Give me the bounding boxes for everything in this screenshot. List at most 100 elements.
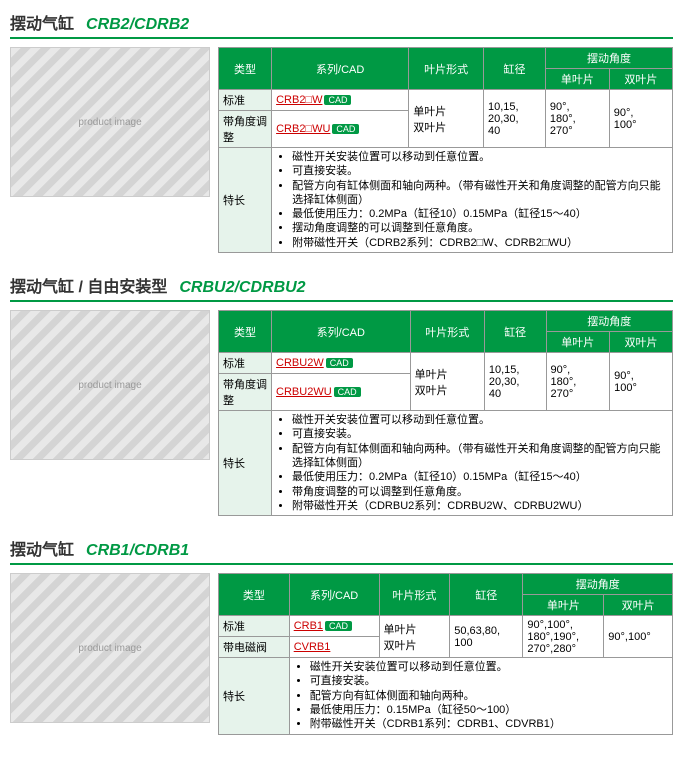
features-cell: 磁性开关安装位置可以移动到任意位置。可直接安装。配管方向有缸体侧面和轴向两种。最… [289, 658, 672, 734]
feature-item: 最低使用压力：0.2MPa（缸径10）0.15MPa（缸径15～40） [292, 470, 668, 484]
col-angle-group: 摆动角度 [545, 48, 672, 69]
cad-badge[interactable]: CAD [325, 621, 352, 631]
section-header: 摆动气缸 / 自由安装型 CRBU2/CDRBU2 [10, 273, 673, 302]
features-row: 特长磁性开关安装位置可以移动到任意位置。可直接安装。配管方向有缸体侧面和轴向两种… [219, 658, 673, 734]
features-cell: 磁性开关安装位置可以移动到任意位置。可直接安装。配管方向有缸体侧面和轴向两种。（… [272, 411, 673, 516]
series-link[interactable]: CRB2□WU [276, 123, 330, 135]
spec-table-area: 类型系列/CAD叶片形式缸径摆动角度单叶片双叶片标准CRBU2WCAD单叶片 双… [218, 310, 673, 516]
col-vane: 叶片形式 [410, 311, 484, 353]
product-section: 摆动气缸CRB2/CDRB2product image类型系列/CAD叶片形式缸… [10, 10, 673, 253]
spec-table: 类型系列/CAD叶片形式缸径摆动角度单叶片双叶片标准CRBU2WCAD单叶片 双… [218, 310, 673, 516]
cad-badge[interactable]: CAD [332, 124, 359, 134]
features-cell: 磁性开关安装位置可以移动到任意位置。可直接安装。配管方向有缸体侧面和轴向两种。（… [272, 148, 673, 253]
feature-item: 配管方向有缸体侧面和轴向两种。 [310, 689, 668, 703]
col-series: 系列/CAD [289, 574, 379, 616]
cell-type: 带角度调整 [219, 374, 272, 411]
feature-item: 可直接安装。 [292, 427, 668, 441]
cell-vane: 单叶片 双叶片 [409, 90, 484, 148]
col-angle-double: 双叶片 [609, 69, 672, 90]
cad-badge[interactable]: CAD [326, 358, 353, 368]
cell-type: 标准 [219, 353, 272, 374]
series-link[interactable]: CRB1 [294, 620, 323, 632]
feature-item: 磁性开关安装位置可以移动到任意位置。 [292, 413, 668, 427]
cell-series: CRB1CAD [289, 616, 379, 637]
col-vane: 叶片形式 [379, 574, 450, 616]
cell-angle-double: 90°, 100° [610, 353, 673, 411]
feature-item: 配管方向有缸体侧面和轴向两种。（带有磁性开关和角度调整的配管方向只能选择缸体侧面… [292, 179, 668, 208]
product-image-area: product image [10, 47, 210, 197]
product-image: product image [10, 47, 210, 197]
section-title-model: CRB1/CDRB1 [86, 542, 189, 559]
feature-item: 最低使用压力：0.15MPa（缸径50～100） [310, 703, 668, 717]
table-row: 标准CRB2□WCAD单叶片 双叶片10,15, 20,30, 4090°, 1… [219, 90, 673, 111]
cell-series: CRB2□WCAD [272, 90, 409, 111]
col-type: 类型 [219, 311, 272, 353]
spec-table-area: 类型系列/CAD叶片形式缸径摆动角度单叶片双叶片标准CRB1CAD单叶片 双叶片… [218, 573, 673, 734]
cell-type: 带电磁阀 [219, 637, 290, 658]
feature-item: 配管方向有缸体侧面和轴向两种。（带有磁性开关和角度调整的配管方向只能选择缸体侧面… [292, 442, 668, 471]
features-row: 特长磁性开关安装位置可以移动到任意位置。可直接安装。配管方向有缸体侧面和轴向两种… [219, 411, 673, 516]
features-label: 特长 [219, 411, 272, 516]
col-angle-double: 双叶片 [610, 332, 673, 353]
feature-item: 可直接安装。 [292, 164, 668, 178]
cell-type: 标准 [219, 90, 272, 111]
table-row: 标准CRBU2WCAD单叶片 双叶片10,15, 20,30, 4090°, 1… [219, 353, 673, 374]
feature-item: 附带磁性开关（CDRB2系列：CDRB2□W、CDRB2□WU） [292, 236, 668, 250]
features-label: 特长 [219, 148, 272, 253]
section-title-model: CRBU2/CDRBU2 [179, 279, 305, 296]
col-type: 类型 [219, 574, 290, 616]
cell-bore: 10,15, 20,30, 40 [484, 353, 546, 411]
series-link[interactable]: CRBU2WU [276, 386, 332, 398]
cell-angle-single: 90°, 180°, 270° [546, 353, 610, 411]
cell-type: 标准 [219, 616, 290, 637]
cell-series: CRBU2WCAD [272, 353, 411, 374]
cell-bore: 50,63,80, 100 [450, 616, 523, 658]
spec-table-area: 类型系列/CAD叶片形式缸径摆动角度单叶片双叶片标准CRB2□WCAD单叶片 双… [218, 47, 673, 253]
feature-item: 带角度调整的可以调整到任意角度。 [292, 485, 668, 499]
col-angle-group: 摆动角度 [546, 311, 673, 332]
section-header: 摆动气缸 CRB2/CDRB2 [10, 10, 673, 39]
feature-item: 磁性开关安装位置可以移动到任意位置。 [310, 660, 668, 674]
cell-series: CRBU2WUCAD [272, 374, 411, 411]
col-angle-single: 单叶片 [546, 332, 610, 353]
col-bore: 缸径 [484, 311, 546, 353]
cell-angle-double: 90°,100° [604, 616, 673, 658]
product-section: 摆动气缸 / 自由安装型 CRBU2/CDRBU2 product image类型系… [10, 273, 673, 516]
col-type: 类型 [219, 48, 272, 90]
feature-item: 附带磁性开关（CDRB1系列：CDRB1、CDVRB1） [310, 717, 668, 731]
col-bore: 缸径 [450, 574, 523, 616]
section-title-zh: 摆动气缸 [10, 16, 74, 33]
cell-vane: 单叶片 双叶片 [379, 616, 450, 658]
series-link[interactable]: CRB2□W [276, 94, 322, 106]
product-image-area: product image [10, 573, 210, 723]
series-link[interactable]: CVRB1 [294, 641, 331, 653]
col-series: 系列/CAD [272, 311, 411, 353]
section-title-zh: 摆动气缸 / 自由安装型 [10, 279, 167, 296]
product-image-area: product image [10, 310, 210, 460]
cell-angle-double: 90°, 100° [609, 90, 672, 148]
cad-badge[interactable]: CAD [324, 95, 351, 105]
feature-item: 最低使用压力：0.2MPa（缸径10）0.15MPa（缸径15～40） [292, 207, 668, 221]
col-angle-single: 单叶片 [523, 595, 604, 616]
cell-angle-single: 90°, 180°, 270° [545, 90, 609, 148]
spec-table: 类型系列/CAD叶片形式缸径摆动角度单叶片双叶片标准CRB2□WCAD单叶片 双… [218, 47, 673, 253]
features-row: 特长磁性开关安装位置可以移动到任意位置。可直接安装。配管方向有缸体侧面和轴向两种… [219, 148, 673, 253]
cad-badge[interactable]: CAD [334, 387, 361, 397]
section-body: product image类型系列/CAD叶片形式缸径摆动角度单叶片双叶片标准C… [10, 573, 673, 734]
col-angle-single: 单叶片 [545, 69, 609, 90]
cell-series: CRB2□WUCAD [272, 111, 409, 148]
section-header: 摆动气缸 CRB1/CDRB1 [10, 536, 673, 565]
product-image: product image [10, 310, 210, 460]
section-title-zh: 摆动气缸 [10, 542, 74, 559]
cell-angle-single: 90°,100°, 180°,190°, 270°,280° [523, 616, 604, 658]
table-row: 标准CRB1CAD单叶片 双叶片50,63,80, 10090°,100°, 1… [219, 616, 673, 637]
col-angle-group: 摆动角度 [523, 574, 673, 595]
feature-item: 可直接安装。 [310, 674, 668, 688]
cell-vane: 单叶片 双叶片 [410, 353, 484, 411]
feature-item: 附带磁性开关（CDRBU2系列：CDRBU2W、CDRBU2WU） [292, 499, 668, 513]
col-bore: 缸径 [484, 48, 546, 90]
cell-bore: 10,15, 20,30, 40 [484, 90, 546, 148]
section-title-model: CRB2/CDRB2 [86, 16, 189, 33]
series-link[interactable]: CRBU2W [276, 357, 324, 369]
section-body: product image类型系列/CAD叶片形式缸径摆动角度单叶片双叶片标准C… [10, 47, 673, 253]
